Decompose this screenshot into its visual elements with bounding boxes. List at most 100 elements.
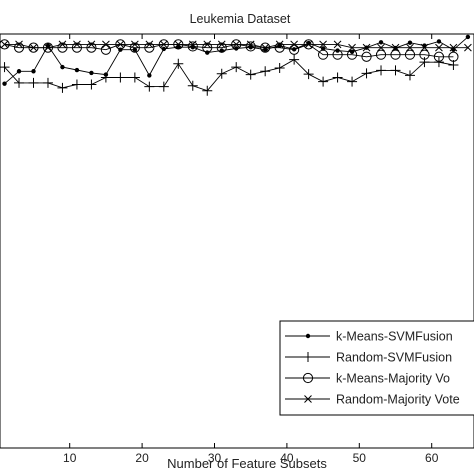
legend-item-random-majority-vote: Random-Majority Vote	[285, 393, 460, 407]
data-point-random-svmfusion	[202, 85, 213, 96]
data-point-k-means-svmfusion	[407, 40, 413, 45]
data-point-random-svmfusion	[303, 69, 314, 80]
data-point-random-svmfusion	[144, 81, 155, 92]
legend-label: k-Means-SVMFusion	[336, 330, 453, 344]
data-point-random-majority-vote	[73, 40, 81, 49]
data-point-k-means-svmfusion	[436, 39, 442, 44]
data-point-k-means-majority-vo	[361, 51, 372, 62]
data-point-random-svmfusion	[28, 77, 39, 88]
legend-marker-random-svmfusion	[303, 352, 313, 362]
data-point-k-means-majority-vo	[375, 49, 387, 60]
data-point-k-means-majority-vo	[318, 49, 329, 60]
data-point-random-svmfusion	[115, 72, 126, 83]
data-point-random-svmfusion	[274, 62, 285, 73]
data-point-random-majority-vote	[362, 43, 371, 52]
data-point-random-svmfusion	[57, 82, 68, 93]
data-point-random-majority-vote	[188, 40, 197, 49]
data-point-random-svmfusion	[0, 62, 10, 73]
legend-marker-k-means-svmfusion	[305, 333, 311, 339]
data-point-random-majority-vote	[464, 43, 472, 52]
data-point-random-svmfusion	[376, 65, 387, 76]
data-point-random-majority-vote	[44, 43, 52, 52]
legend: k-Means-SVMFusion Random-SVMFusion k-Means…	[279, 320, 474, 416]
data-point-k-means-majority-vo	[404, 49, 416, 60]
data-point-k-means-svmfusion	[74, 67, 80, 73]
data-point-k-means-majority-vo	[129, 42, 140, 53]
data-point-k-means-majority-vo	[346, 49, 358, 60]
data-point-k-means-majority-vo	[390, 49, 401, 60]
data-point-random-svmfusion	[187, 80, 198, 91]
data-point-k-means-majority-vo	[448, 51, 459, 62]
data-point-random-svmfusion	[245, 69, 256, 80]
data-point-random-svmfusion	[260, 66, 271, 77]
data-point-k-means-majority-vo	[332, 49, 343, 60]
data-point-k-means-majority-vo	[86, 42, 97, 53]
data-point-k-means-majority-vo	[144, 42, 155, 53]
data-point-random-majority-vote	[145, 40, 154, 49]
x-tick-label: 50	[353, 451, 367, 465]
data-point-k-means-svmfusion	[60, 64, 65, 70]
data-point-random-svmfusion	[129, 72, 140, 83]
data-point-random-majority-vote	[391, 43, 400, 52]
data-point-random-svmfusion	[347, 76, 358, 87]
series-layer	[0, 34, 472, 96]
data-point-random-svmfusion	[289, 54, 300, 65]
data-point-random-majority-vote	[304, 40, 313, 49]
data-point-random-svmfusion	[433, 57, 444, 68]
data-point-k-means-majority-vo	[419, 49, 430, 60]
data-point-k-means-majority-vo	[289, 44, 300, 55]
data-point-k-means-svmfusion	[132, 47, 138, 52]
data-point-random-majority-vote	[116, 40, 125, 49]
data-point-random-majority-vote	[203, 40, 212, 49]
data-point-random-majority-vote	[159, 40, 168, 49]
data-point-k-means-svmfusion	[16, 69, 22, 74]
legend-marker-random-majority-vote	[304, 395, 312, 403]
legend-label: k-Means-Majority Vo	[336, 372, 450, 386]
data-point-random-majority-vote	[319, 40, 327, 49]
data-point-random-majority-vote	[348, 43, 356, 52]
series-random-majority-vote	[0, 40, 472, 52]
data-point-random-svmfusion	[231, 62, 242, 73]
data-point-k-means-majority-vo	[433, 51, 445, 62]
data-point-random-majority-vote	[29, 43, 38, 52]
data-point-random-majority-vote	[261, 43, 270, 52]
data-point-k-means-svmfusion	[219, 48, 224, 53]
data-point-k-means-svmfusion	[89, 70, 94, 76]
data-point-random-svmfusion	[86, 79, 97, 90]
chart-title: Leukemia Dataset	[190, 12, 291, 26]
data-point-random-svmfusion	[173, 58, 184, 69]
data-point-k-means-svmfusion	[31, 69, 36, 74]
data-point-random-majority-vote	[232, 40, 241, 49]
data-point-random-svmfusion	[100, 72, 111, 83]
legend-item-k-means-svmfusion: k-Means-SVMFusion	[285, 330, 453, 344]
data-point-k-means-majority-vo	[100, 44, 112, 55]
data-point-k-means-majority-vo	[245, 41, 256, 52]
data-point-k-means-majority-vo	[274, 42, 285, 53]
data-point-random-svmfusion	[390, 65, 401, 76]
x-axis-label: Number of Feature Subsets	[167, 456, 327, 471]
x-tick-label: 10	[63, 451, 77, 465]
data-point-k-means-majority-vo	[202, 42, 213, 53]
data-point-random-svmfusion	[332, 72, 343, 83]
data-point-random-majority-vote	[58, 40, 67, 49]
legend-marker-k-means-majority-vo	[302, 372, 314, 384]
legend-label: Random-SVMFusion	[336, 351, 452, 365]
x-tick-label: 30	[208, 451, 222, 465]
x-tick-label: 20	[135, 451, 149, 465]
data-point-random-svmfusion	[216, 68, 227, 79]
data-point-random-majority-vote	[275, 40, 284, 49]
data-point-random-majority-vote	[102, 40, 110, 49]
data-point-random-majority-vote	[435, 43, 443, 52]
data-point-random-majority-vote	[87, 40, 96, 49]
data-point-random-majority-vote	[131, 40, 139, 49]
data-point-k-means-svmfusion	[378, 40, 384, 45]
series-line-k-means-majority-vo	[4, 43, 454, 58]
legend-label: Random-Majority Vote	[336, 393, 460, 407]
data-point-random-majority-vote	[406, 43, 414, 52]
data-point-k-means-majority-vo	[13, 42, 25, 53]
legend-item-k-means-majority-vo: k-Means-Majority Vo	[285, 372, 450, 386]
data-point-random-svmfusion	[404, 70, 415, 81]
data-point-random-majority-vote	[377, 43, 385, 52]
data-point-k-means-majority-vo	[71, 42, 83, 53]
